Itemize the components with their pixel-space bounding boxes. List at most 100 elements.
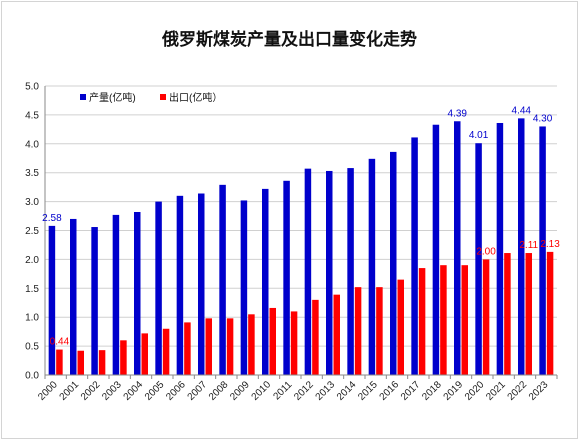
bar-export-2018: [440, 265, 447, 375]
x-tick-label: 2004: [122, 379, 146, 403]
x-tick-label: 2010: [250, 379, 274, 403]
bar-export-2008: [226, 318, 234, 375]
y-tick-label: 0.0: [25, 371, 39, 382]
bar-export-2000: [56, 349, 63, 375]
label-production-2020: 4.01: [469, 130, 489, 141]
x-tick-label: 2009: [228, 379, 252, 403]
y-tick-label: 1.5: [25, 284, 39, 295]
x-tick-label: 2021: [484, 379, 508, 403]
label-production-2000: 2.58: [42, 213, 62, 224]
bar-export-2023: [546, 251, 554, 375]
y-tick-label: 1.0: [25, 313, 39, 324]
x-tick-label: 2012: [292, 379, 316, 403]
y-tick-label: 5.0: [25, 82, 39, 93]
bar-export-2009: [248, 314, 255, 375]
bar-export-2016: [397, 279, 404, 375]
x-tick-label: 2020: [463, 379, 487, 403]
x-tick-label: 2006: [164, 379, 188, 403]
bar-production-2017: [411, 137, 418, 375]
bar-export-2002: [98, 350, 106, 375]
x-tick-label: 2022: [506, 379, 530, 403]
bar-production-2002: [91, 227, 98, 375]
bar-production-2000: [48, 225, 56, 375]
bar-export-2010: [269, 307, 276, 375]
legend-label: 出口(亿吨）: [169, 91, 222, 104]
label-export-2020: 2.00: [476, 246, 496, 257]
bar-production-2001: [70, 218, 77, 375]
bar-export-2014: [354, 287, 362, 375]
label-production-2023: 4.30: [533, 113, 553, 124]
label-export-2000: 0.44: [50, 337, 70, 348]
bar-export-2021: [504, 253, 511, 375]
legend-label: 产量(亿吨): [89, 91, 136, 104]
bar-export-2005: [162, 328, 170, 375]
bar-production-2020: [475, 143, 482, 375]
bar-production-2016: [390, 151, 397, 375]
label-export-2023: 2.13: [540, 239, 560, 250]
legend-swatch: [160, 94, 166, 100]
bar-export-2019: [461, 265, 468, 375]
x-tick-label: 2007: [186, 379, 210, 403]
bar-production-2014: [347, 168, 354, 375]
x-tick-label: 2019: [442, 379, 466, 403]
y-tick-label: 3.5: [25, 168, 39, 179]
data-labels: 2.58 0.44 4.394.01 2.00 4.44 2.11 4.30 2.13: [42, 105, 560, 347]
y-tick-label: 2.5: [25, 226, 39, 237]
x-tick-label: 2001: [58, 379, 82, 403]
bar-export-2022: [525, 253, 532, 375]
label-export-2022: 2.11: [519, 240, 538, 251]
y-tick-label: 2.0: [25, 255, 39, 266]
bar-export-2007: [205, 318, 212, 375]
y-tick-label: 4.0: [25, 139, 39, 150]
bar-export-2017: [418, 268, 426, 375]
bar-production-2010: [262, 188, 269, 375]
bar-production-2015: [368, 158, 376, 375]
chart-title: 俄罗斯煤炭产量及出口量变化走势: [162, 30, 417, 50]
bar-production-2007: [198, 193, 205, 375]
x-tick-label: 2017: [399, 379, 423, 403]
y-tick-label: 4.5: [25, 110, 39, 121]
bar-export-2006: [184, 322, 191, 375]
bar-export-2020: [482, 259, 490, 375]
bar-export-2004: [141, 333, 148, 375]
x-tick-label: 2000: [36, 379, 60, 403]
bar-production-2023: [539, 126, 546, 376]
bar-export-2015: [376, 287, 383, 375]
bar-production-2004: [134, 212, 141, 375]
bar-production-2003: [112, 214, 120, 375]
x-axis: 2000200120022003200420052006200720082009…: [36, 374, 558, 403]
x-tick-label: 2005: [143, 379, 167, 403]
legend-swatch: [80, 94, 86, 100]
x-tick-label: 2014: [335, 379, 359, 403]
bar-production-2013: [326, 170, 333, 375]
bar-production-2019: [454, 121, 461, 376]
bar-production-2008: [219, 184, 226, 375]
x-tick-label: 2013: [314, 379, 338, 403]
x-tick-label: 2011: [271, 379, 294, 402]
label-production-2022: 4.44: [512, 105, 532, 116]
x-tick-label: 2023: [527, 379, 551, 403]
bar-export-2011: [290, 311, 298, 375]
bar-production-2018: [432, 124, 440, 375]
bar-production-2006: [176, 195, 184, 375]
y-axis: 0.0 0.5 1.0 1.5 2.0 2.5 3.0 3.5 4.0 4.5 5.0: [25, 82, 46, 382]
x-tick-label: 2018: [420, 379, 444, 403]
bar-export-2001: [77, 350, 84, 375]
y-tick-label: 0.5: [25, 342, 39, 353]
bar-production-2022: [518, 118, 525, 376]
y-tick-label: 3.0: [25, 197, 39, 208]
bar-export-2003: [120, 340, 127, 375]
bar-production-2009: [240, 200, 248, 375]
bar-production-2021: [496, 122, 504, 375]
legend: 产量(亿吨) 出口(亿吨）: [80, 91, 222, 104]
x-tick-label: 2002: [79, 379, 103, 403]
bar-production-2005: [155, 201, 162, 375]
bar-production-2011: [283, 180, 290, 375]
bar-export-2013: [333, 294, 340, 375]
bars: [48, 118, 554, 376]
label-production-2019: 4.39: [448, 108, 468, 119]
x-tick-label: 2015: [356, 379, 380, 403]
gridlines: [45, 85, 557, 376]
bar-export-2012: [312, 299, 319, 375]
